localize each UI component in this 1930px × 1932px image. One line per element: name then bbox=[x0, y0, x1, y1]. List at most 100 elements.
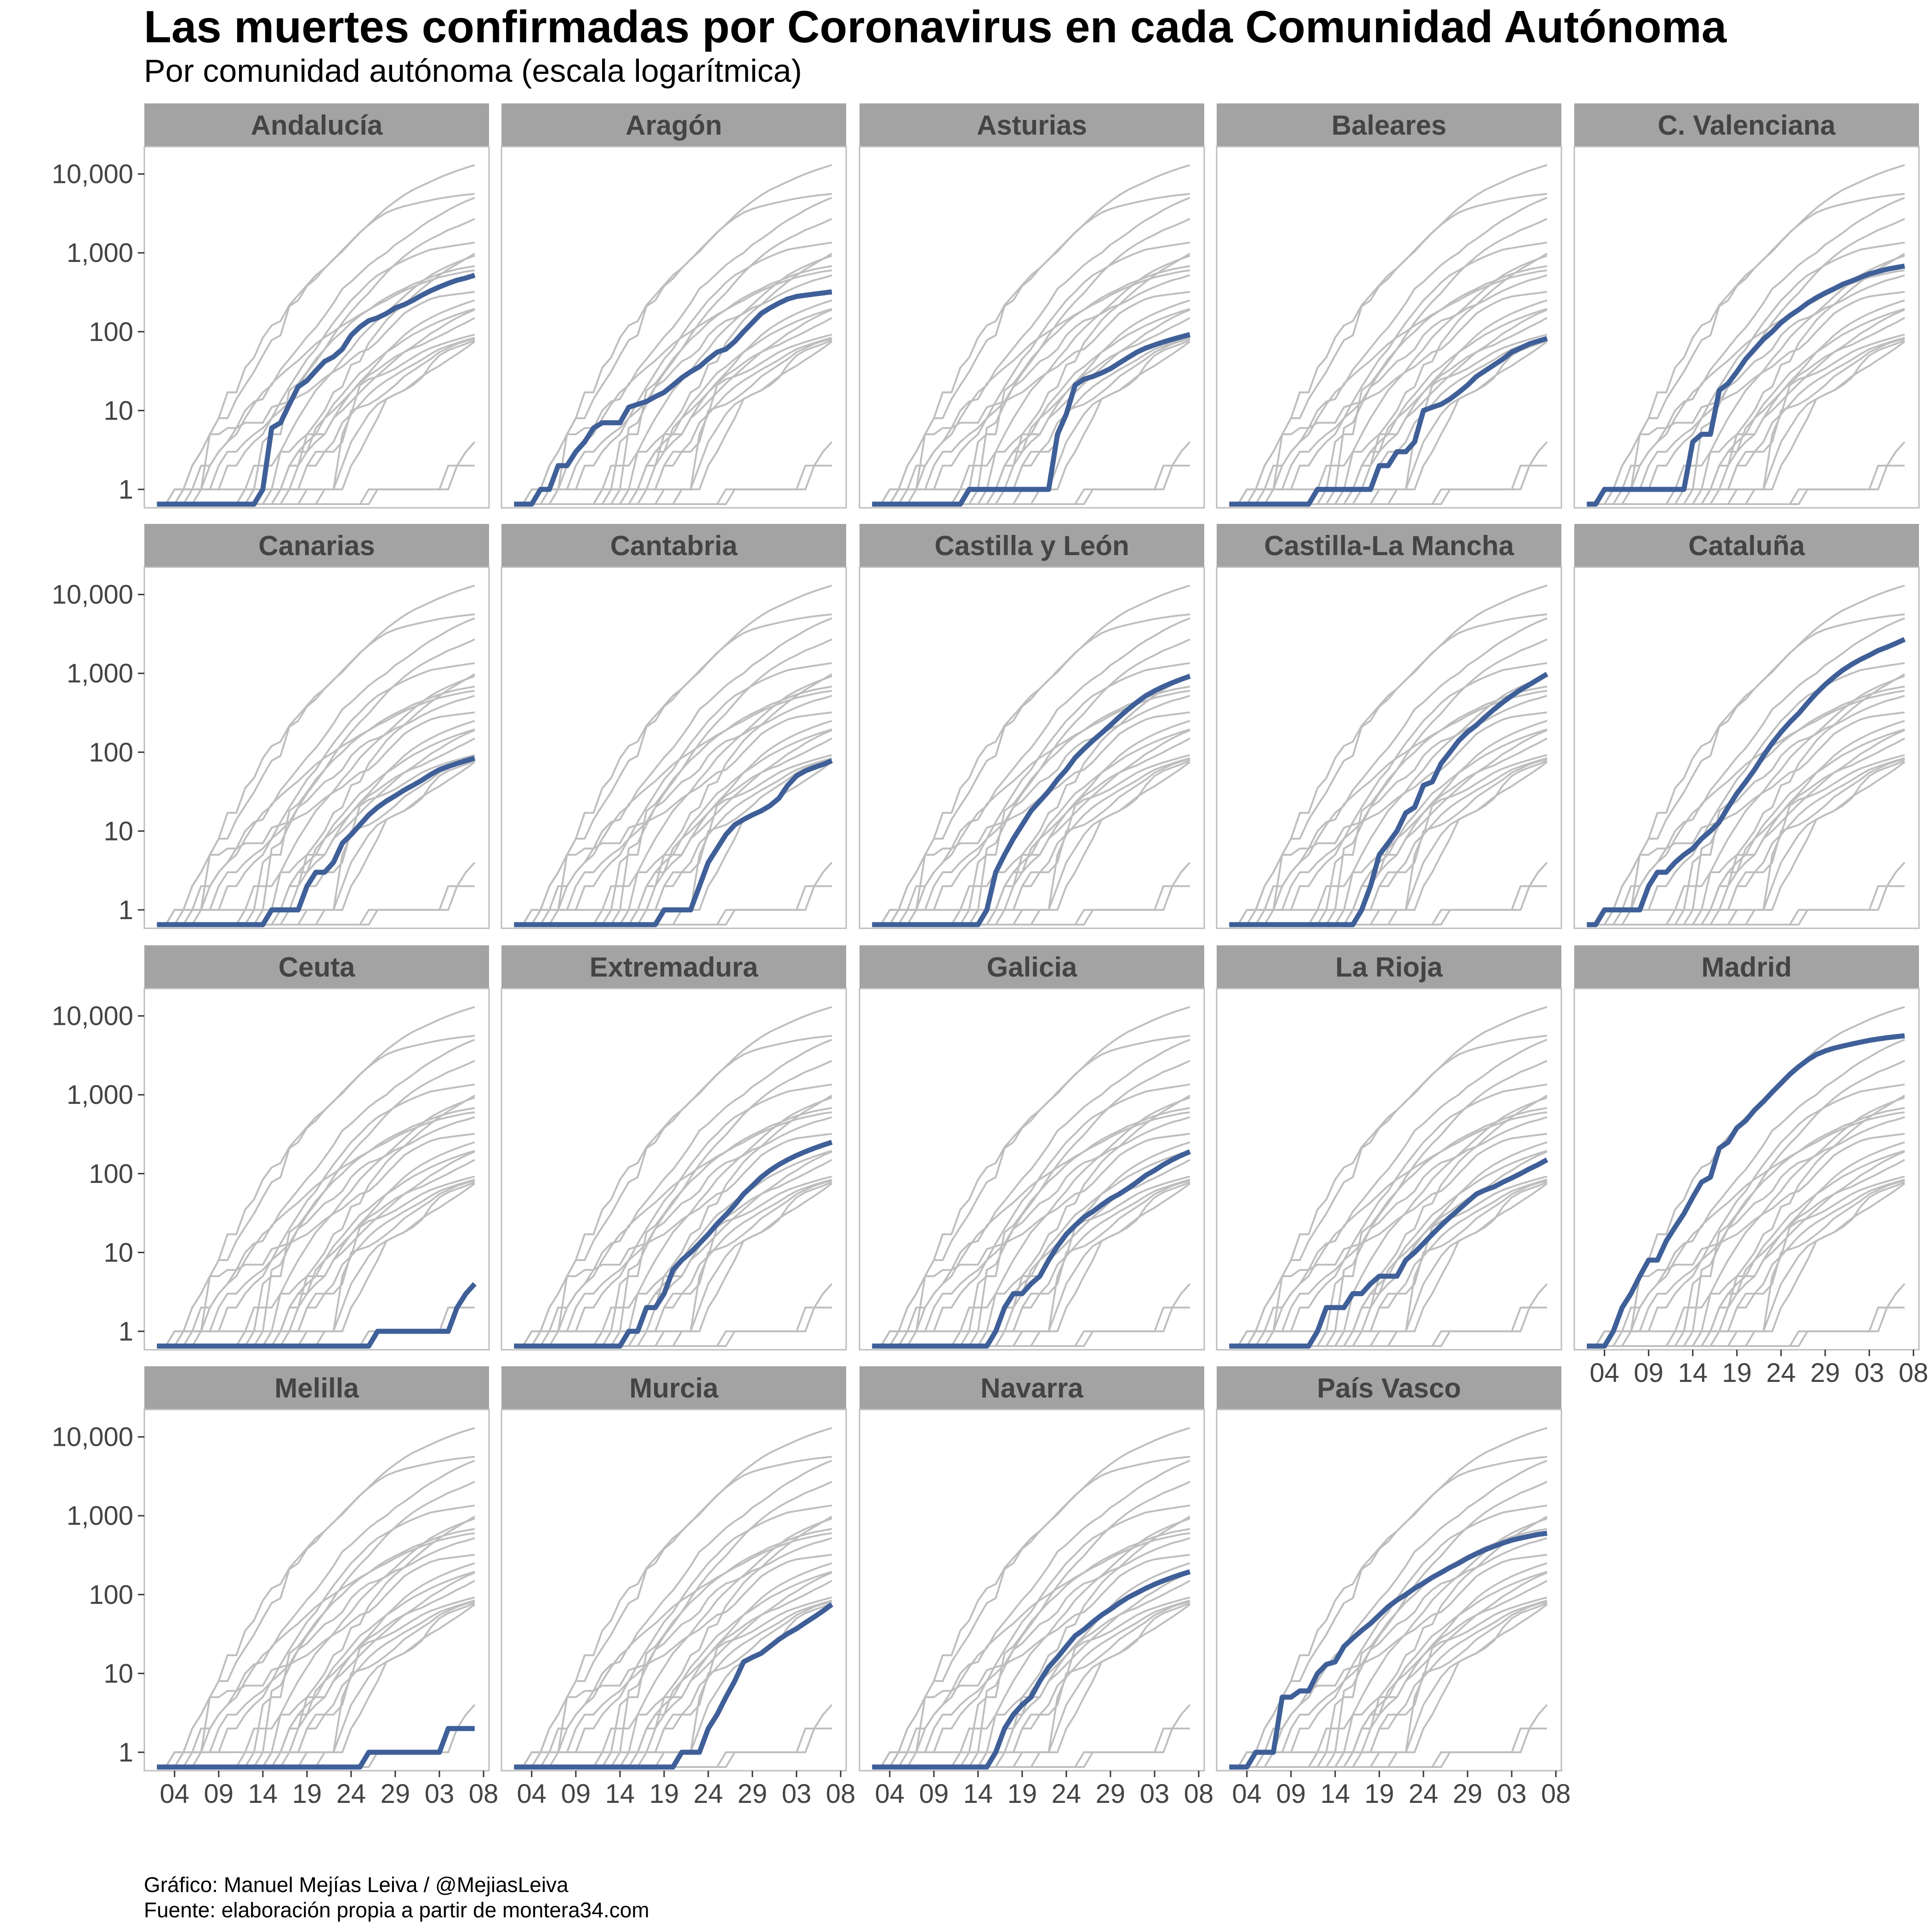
background-series-line bbox=[1229, 662, 1548, 926]
panel-lines bbox=[1229, 164, 1548, 507]
x-tick-label: 24 bbox=[1409, 1779, 1439, 1809]
background-series-line bbox=[1229, 1083, 1548, 1347]
background-series-line bbox=[1587, 728, 1905, 926]
x-tick-label: 29 bbox=[738, 1779, 768, 1809]
facet-panel: C. Valenciana bbox=[1573, 103, 1920, 509]
facet-strip-label: Castilla-La Mancha bbox=[1264, 530, 1514, 561]
facet-panel: Cataluña bbox=[1573, 524, 1920, 929]
x-tick-label: 09 bbox=[1634, 1358, 1664, 1388]
panel-lines bbox=[514, 1427, 834, 1770]
facet-panel: Castilla y León bbox=[859, 524, 1205, 929]
background-series-line bbox=[157, 241, 475, 505]
background-series-line bbox=[872, 617, 1190, 926]
highlighted-series-line bbox=[157, 1282, 477, 1349]
y-tick-label: 1,000 bbox=[67, 1501, 133, 1531]
background-series-line bbox=[1587, 1083, 1905, 1347]
facet-strip-label: Aragón bbox=[626, 110, 722, 141]
background-series-line bbox=[1229, 1006, 1548, 1347]
highlighted-series-line bbox=[872, 674, 1191, 927]
facet-strip bbox=[1217, 524, 1561, 567]
facet-strip bbox=[1574, 945, 1919, 989]
background-series-line bbox=[1229, 1571, 1548, 1768]
background-series-line bbox=[1587, 617, 1905, 926]
highlighted-series-line bbox=[1229, 336, 1548, 507]
background-series-line bbox=[1229, 585, 1548, 926]
highlighted-series-line bbox=[157, 756, 476, 927]
highlighted-series-line bbox=[514, 1602, 834, 1770]
highlighted-series-line bbox=[872, 1569, 1191, 1770]
background-series-line bbox=[157, 662, 475, 926]
caption-source: Fuente: elaboración propia a partir de m… bbox=[144, 1898, 649, 1922]
panel-lines bbox=[1587, 1006, 1906, 1349]
x-tick-label: 04 bbox=[1590, 1358, 1620, 1388]
facet-strip bbox=[1217, 945, 1561, 989]
facet-panel: La Rioja bbox=[1216, 945, 1562, 1351]
background-series-line bbox=[514, 1460, 832, 1768]
facet-strip-label: Cantabria bbox=[610, 530, 738, 561]
x-tick-label: 14 bbox=[1678, 1358, 1708, 1388]
panel-lines bbox=[514, 1006, 833, 1349]
facet-strip-label: Galicia bbox=[987, 952, 1077, 983]
highlighted-series-line bbox=[1587, 263, 1905, 507]
background-series-line bbox=[872, 1083, 1190, 1347]
facet-strip-label: Melilla bbox=[274, 1373, 359, 1404]
x-tick-label: 04 bbox=[517, 1779, 547, 1809]
x-tick-label: 04 bbox=[1232, 1779, 1262, 1809]
panel-lines bbox=[514, 164, 833, 507]
y-tick-label: 10 bbox=[103, 816, 133, 846]
x-tick-label: 08 bbox=[1899, 1358, 1929, 1388]
background-series-line bbox=[872, 164, 1190, 505]
highlighted-series-line bbox=[1587, 637, 1906, 927]
background-series-line bbox=[872, 1039, 1190, 1347]
caption-credit: Gráfico: Manuel Mejías Leiva / @MejiasLe… bbox=[144, 1873, 569, 1897]
panel-lines bbox=[157, 585, 476, 927]
facet-strip bbox=[501, 524, 846, 567]
x-tick-label: 24 bbox=[336, 1779, 366, 1809]
facet-panel: Extremadura bbox=[501, 945, 847, 1351]
facet-panel: Melilla 1 10 100 1,000 10,000 04 09 14 19 24 29 03 08 bbox=[52, 1366, 498, 1809]
facet-strip-label: País Vasco bbox=[1317, 1373, 1461, 1404]
facet-strip-label: C. Valenciana bbox=[1658, 110, 1836, 141]
x-tick-label: 29 bbox=[1096, 1779, 1126, 1809]
background-series-line bbox=[157, 1039, 475, 1347]
y-tick-label: 1,000 bbox=[67, 238, 133, 268]
y-tick-label: 10 bbox=[103, 1238, 133, 1267]
facet-panel: Castilla-La Mancha bbox=[1216, 524, 1562, 929]
y-tick-label: 1 bbox=[119, 475, 133, 505]
facet-strip bbox=[1217, 1366, 1561, 1409]
background-series-line bbox=[157, 585, 475, 926]
highlighted-series-line bbox=[872, 332, 1191, 507]
chart-subtitle: Por comunidad autónoma (escala logarítmi… bbox=[144, 53, 802, 89]
panel-lines bbox=[872, 585, 1191, 927]
panel-lines bbox=[872, 1427, 1191, 1770]
x-tick-label: 19 bbox=[1008, 1779, 1037, 1809]
facet-strip-label: Baleares bbox=[1332, 110, 1446, 141]
panel-lines bbox=[872, 1006, 1191, 1349]
panel-lines bbox=[1229, 1427, 1548, 1770]
x-tick-label: 09 bbox=[1276, 1779, 1306, 1809]
background-series-line bbox=[514, 1083, 832, 1347]
facet-strip bbox=[501, 103, 846, 147]
background-series-line bbox=[1587, 197, 1905, 505]
highlighted-series-line bbox=[872, 1149, 1191, 1349]
facet-panel: Murcia 04 09 14 19 24 29 03 08 bbox=[501, 1366, 855, 1809]
background-series-line bbox=[1229, 617, 1548, 926]
background-series-line bbox=[157, 197, 475, 505]
panel-lines bbox=[1587, 164, 1906, 507]
facet-panel: Aragón bbox=[501, 103, 847, 509]
facet-strip bbox=[1574, 524, 1919, 567]
x-tick-label: 03 bbox=[1497, 1779, 1527, 1809]
highlighted-series-line bbox=[157, 1726, 475, 1770]
facet-panel: País Vasco 04 09 14 19 24 29 03 08 bbox=[1216, 1366, 1571, 1809]
facet-strip-label: Andalucía bbox=[251, 110, 383, 141]
background-series-line bbox=[1229, 1039, 1548, 1347]
x-tick-label: 29 bbox=[1810, 1358, 1840, 1388]
panel-lines bbox=[157, 1427, 476, 1770]
background-series-line bbox=[1587, 585, 1905, 926]
y-tick-label: 1 bbox=[119, 1738, 133, 1767]
x-tick-label: 04 bbox=[875, 1779, 905, 1809]
x-tick-label: 19 bbox=[1365, 1779, 1395, 1809]
facet-panel: Cantabria bbox=[501, 524, 847, 929]
background-series-line bbox=[157, 617, 475, 926]
